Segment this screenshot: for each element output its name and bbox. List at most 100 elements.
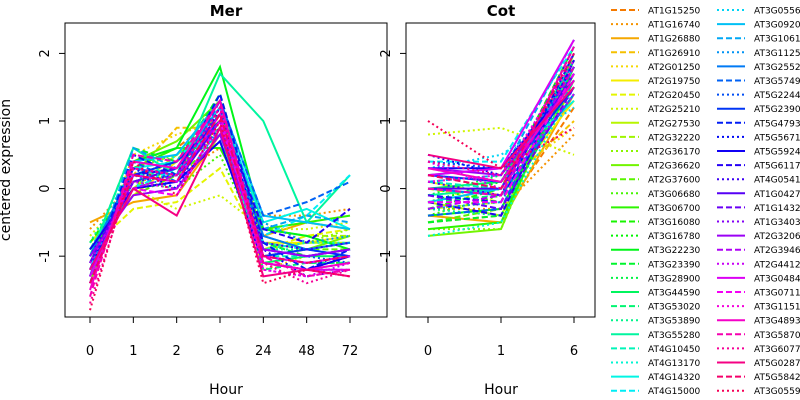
legend-item: AT2G25210 xyxy=(611,105,701,115)
legend-label: AT5G5671 xyxy=(754,133,800,143)
legend-item: AT2G3206 xyxy=(717,232,800,242)
legend-item: AT3G55280 xyxy=(611,331,701,341)
cot-title: Cot xyxy=(487,2,515,20)
legend-item: AT2G20450 xyxy=(611,91,701,101)
legend-item: AT2G27530 xyxy=(611,119,701,129)
legend-item: AT3G23390 xyxy=(611,260,701,270)
mer-series-line xyxy=(89,187,351,237)
legend-item: AT3G06700 xyxy=(611,204,701,214)
cot-x-axis: 0 1 6 xyxy=(424,317,578,359)
legend-item: AT1G16740 xyxy=(611,21,701,31)
cot-series-line xyxy=(427,46,575,197)
legend-item: AT4G15000 xyxy=(611,387,701,397)
legend-item: AT2G36620 xyxy=(611,162,701,172)
legend-label: AT1G26880 xyxy=(648,35,701,45)
cot-y-tick-label: 1 xyxy=(379,117,394,125)
legend-item: AT5G5924 xyxy=(717,148,800,158)
legend-item: AT1G26880 xyxy=(611,35,701,45)
legend-item: AT3G0556 xyxy=(717,7,800,17)
legend-label: AT3G1151 xyxy=(754,303,800,313)
legend-item: AT5G5842 xyxy=(717,373,800,383)
legend-label: AT1G3403 xyxy=(754,218,800,228)
legend-item: AT1G1432 xyxy=(717,204,800,214)
cot-series-line xyxy=(427,126,575,156)
mer-x-tick-label: 6 xyxy=(216,344,224,359)
legend-label: AT3G6077 xyxy=(754,345,800,355)
cot-panel: Cot 0 1 6 -1 0 1 2 Hour xyxy=(379,2,596,398)
legend-item: AT3G0484 xyxy=(717,274,800,284)
cot-y-axis: -1 0 1 2 xyxy=(379,49,406,263)
legend-label: AT2G37600 xyxy=(648,176,701,186)
mer-x-axis: 0 1 2 6 24 48 72 xyxy=(86,317,358,359)
mer-title: Mer xyxy=(210,2,243,20)
legend-item: AT3G1151 xyxy=(717,303,800,313)
cot-series-line xyxy=(427,86,575,211)
legend-item: AT3G22230 xyxy=(611,246,701,256)
legend-item: AT2G36170 xyxy=(611,148,701,158)
legend-label: AT3G0711 xyxy=(754,289,800,299)
mer-x-tick-label: 1 xyxy=(129,344,137,359)
cot-series-line xyxy=(427,86,575,237)
legend-label: AT2G20450 xyxy=(648,91,701,101)
legend-item: AT3G28900 xyxy=(611,274,701,284)
legend-item: AT3G06680 xyxy=(611,190,701,200)
legend-item: AT3G4893 xyxy=(717,317,800,327)
legend-label: AT3G28900 xyxy=(648,274,701,284)
legend-label: AT3G0556 xyxy=(754,7,800,17)
legend-item: AT3G5870 xyxy=(717,331,800,341)
legend-label: AT5G2244 xyxy=(754,91,800,101)
legend-label: AT3G44590 xyxy=(648,289,701,299)
legend-item: AT3G1061 xyxy=(717,35,800,45)
cot-x-tick-label: 6 xyxy=(570,344,578,359)
legend-label: AT3G53020 xyxy=(648,303,701,313)
mer-y-tick-label: 2 xyxy=(38,49,53,57)
mer-x-tick-label: 2 xyxy=(173,344,181,359)
mer-series-line xyxy=(89,125,351,278)
legend-item: AT3G0711 xyxy=(717,289,800,299)
legend-label: AT3G0920 xyxy=(754,21,800,31)
legend-item: AT1G3403 xyxy=(717,218,800,228)
legend-label: AT3G22230 xyxy=(648,246,701,256)
legend-item: AT1G15250 xyxy=(611,7,701,17)
legend-label: AT5G0287 xyxy=(754,359,800,369)
legend-label: AT3G53890 xyxy=(648,317,701,327)
cot-x-tick-label: 0 xyxy=(424,344,432,359)
legend-item: AT5G0287 xyxy=(717,359,800,369)
mer-series-line xyxy=(89,111,351,284)
legend-label: AT2G01250 xyxy=(648,63,701,73)
legend-label: AT3G06700 xyxy=(648,204,701,214)
legend-item: AT5G2390 xyxy=(717,105,800,115)
legend-label: AT3G55280 xyxy=(648,331,701,341)
mer-panel: Mer 0 1 2 6 24 48 72 -1 0 1 2 Hour centered expre… xyxy=(0,2,388,398)
legend-item: AT2G3946 xyxy=(717,246,800,256)
legend-label: AT3G4893 xyxy=(754,317,800,327)
legend-item: AT2G19750 xyxy=(611,77,701,87)
legend-item: AT1G0427 xyxy=(717,190,800,200)
legend-label: AT1G1432 xyxy=(754,204,800,214)
legend-label: AT5G6117 xyxy=(754,162,800,172)
legend-label: AT3G1125 xyxy=(754,49,800,59)
cot-series-line xyxy=(427,52,575,190)
mer-series-line xyxy=(89,105,351,277)
legend-item: AT3G44590 xyxy=(611,289,701,299)
legend-label: AT5G5924 xyxy=(754,148,800,158)
cot-series-lines xyxy=(427,39,575,237)
legend-label: AT5G5842 xyxy=(754,373,800,383)
legend-label: AT2G25210 xyxy=(648,105,701,115)
legend-label: AT3G16080 xyxy=(648,218,701,228)
legend-label: AT3G5749 xyxy=(754,77,800,87)
mer-y-tick-label: -1 xyxy=(38,250,53,263)
legend-label: AT3G2552 xyxy=(754,63,800,73)
legend-label: AT4G14320 xyxy=(648,373,701,383)
mer-x-tick-label: 24 xyxy=(255,344,272,359)
legend-item: AT5G6117 xyxy=(717,162,800,172)
legend-label: AT4G13170 xyxy=(648,359,701,369)
legend-item: AT5G4793 xyxy=(717,119,800,129)
mer-series-line xyxy=(89,132,351,258)
mer-y-tick-label: 1 xyxy=(38,117,53,125)
legend-item: AT2G01250 xyxy=(611,63,701,73)
legend-item: AT3G16780 xyxy=(611,232,701,242)
mer-x-axis-label: Hour xyxy=(209,382,243,398)
legend-label: AT4G0541 xyxy=(754,176,800,186)
legend-label: AT3G06680 xyxy=(648,190,701,200)
